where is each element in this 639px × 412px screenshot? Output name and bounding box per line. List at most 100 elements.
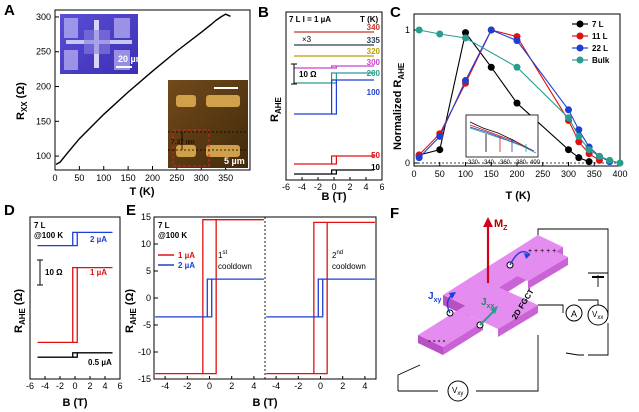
temp-label-b: 100 <box>367 88 381 97</box>
ytick-label-e: 10 <box>141 239 151 249</box>
data-point-c <box>606 156 614 164</box>
mz-arrow <box>483 217 493 283</box>
svg-text:Vxy: Vxy <box>452 386 463 397</box>
electron-spin-2 <box>476 306 498 329</box>
xtick-label-d: -6 <box>26 381 34 391</box>
series-line-c-3 <box>418 29 621 164</box>
tcol-b: T (K) <box>360 15 379 24</box>
xtick-label-e: -2 <box>183 381 191 391</box>
data-point-c <box>513 37 521 45</box>
data-point-c <box>415 154 423 162</box>
temp-label-b: 300 <box>367 58 381 67</box>
svg-text:Vxx: Vxx <box>592 310 603 321</box>
data-point-c <box>565 114 572 122</box>
series-line-d-2 <box>37 352 113 358</box>
data-point-c <box>616 159 624 167</box>
battery-symbol <box>588 272 608 278</box>
mz-label: MZ <box>494 218 508 232</box>
ytick-label-e: -10 <box>138 347 151 357</box>
current-label-05ua: 0.5 µA <box>88 358 112 367</box>
current-label-1ua: 1 µA <box>90 268 107 277</box>
inset-c: 320 340 360 380 400 <box>465 114 541 166</box>
xtick-label-a: 150 <box>121 173 136 183</box>
xtick-label-b: -2 <box>314 182 322 192</box>
scale-label-b: 10 Ω <box>299 70 317 79</box>
legend-c: 7 L 11 L 22 L Bulk <box>572 20 610 65</box>
data-point-c <box>462 34 469 42</box>
ytick-label-a: 200 <box>36 82 51 92</box>
svg-text:360: 360 <box>500 160 511 166</box>
xtick-label-c: 300 <box>561 169 576 179</box>
xtick-label-e: -2 <box>294 381 302 391</box>
ylabel-c: Normalized RAHE <box>392 62 406 150</box>
data-point-c <box>575 126 583 134</box>
ytick-label-a: 100 <box>36 151 51 161</box>
svg-text:320: 320 <box>468 160 479 166</box>
info1-d: 7 L <box>34 221 46 230</box>
xlabel-a: T (K) <box>129 186 154 198</box>
inset-afm-image: 7.37 nm 5 µm <box>168 80 248 168</box>
mult-b: ×3 <box>302 35 312 44</box>
ytick-label-e: -5 <box>143 320 151 330</box>
svg-text:22 L: 22 L <box>592 44 608 53</box>
temp-label-b: 10 <box>371 163 380 172</box>
xtick-label-c: 400 <box>612 169 627 179</box>
title-b: 7 L I = 1 µA <box>289 15 331 24</box>
xtick-label-d: -4 <box>41 381 49 391</box>
cooldown-2-label: 2nd <box>332 250 343 260</box>
xlabel-d: B (T) <box>62 397 87 409</box>
scalebar-b <box>291 63 297 85</box>
data-point-c <box>595 152 603 160</box>
xtick-label-e: -4 <box>161 381 169 391</box>
panel-label-e: E <box>126 202 137 219</box>
scalebar-d <box>37 259 43 286</box>
svg-text:- - - -: - - - - <box>428 336 446 345</box>
svg-text:2 µA: 2 µA <box>178 261 195 270</box>
scale-label-5um: 5 µm <box>224 156 245 166</box>
series-line-b-10 <box>294 169 374 175</box>
xtick-label-c: 200 <box>509 169 524 179</box>
schematic-f: + + + + + - - - - MZ Jxy Jxx 2D FGCT A V… <box>397 217 609 402</box>
xtick-label-e: 4 <box>362 381 367 391</box>
xlabel-c: T (K) <box>505 190 530 202</box>
chart-c: 0 50 100 150 200 250 300 350 400 0 1 7 L 11 L 22 L… <box>392 13 628 202</box>
data-point-c <box>575 138 583 146</box>
xtick-label-e: 0 <box>207 381 212 391</box>
data-point-c <box>415 26 423 34</box>
data-point-c <box>565 146 572 154</box>
data-point-c <box>575 132 583 140</box>
legend-item-1ua: 1 µA <box>158 251 195 260</box>
xtick-label-b: 6 <box>379 182 384 192</box>
series-line-d-0 <box>37 231 113 247</box>
svg-text:+ + + + +: + + + + + <box>528 248 556 255</box>
svg-text:400: 400 <box>530 160 541 166</box>
current-label-2ua: 2 µA <box>90 235 107 244</box>
xtick-label-d: -2 <box>56 381 64 391</box>
inset-optical-image: 20 µm <box>60 14 144 74</box>
panel-label-c: C <box>390 4 401 21</box>
xlabel-e: B (T) <box>252 397 277 409</box>
series-line-b-100 <box>294 79 374 115</box>
chart-a: 0 50 100 150 200 250 300 350 100 150 200 250 300 RXX… <box>15 9 251 198</box>
temp-label-b: 335 <box>367 36 381 45</box>
svg-text:A: A <box>571 309 577 319</box>
xtick-label-d: 2 <box>87 381 92 391</box>
xtick-label-a: 250 <box>169 173 184 183</box>
xtick-label-a: 50 <box>74 173 84 183</box>
panel-label-a: A <box>4 2 15 19</box>
series-line-d-1 <box>37 266 113 344</box>
xtick-label-a: 100 <box>96 173 111 183</box>
xtick-label-e: 4 <box>251 381 256 391</box>
ytick-label-c: 0 <box>405 158 410 168</box>
ylabel-a: RXX (Ω) <box>15 82 29 120</box>
series-line-b-50 <box>294 155 374 165</box>
series-line-e-0-0 <box>155 219 264 375</box>
temp-label-b: 340 <box>367 23 381 32</box>
data-point-c <box>436 30 444 38</box>
xlabel-b: B (T) <box>321 191 346 203</box>
panel-label-f: F <box>390 205 400 222</box>
data-point-c <box>436 146 444 154</box>
svg-text:Bulk: Bulk <box>592 56 610 65</box>
xtick-label-e: 0 <box>318 381 323 391</box>
ytick-label-a: 150 <box>36 116 51 126</box>
